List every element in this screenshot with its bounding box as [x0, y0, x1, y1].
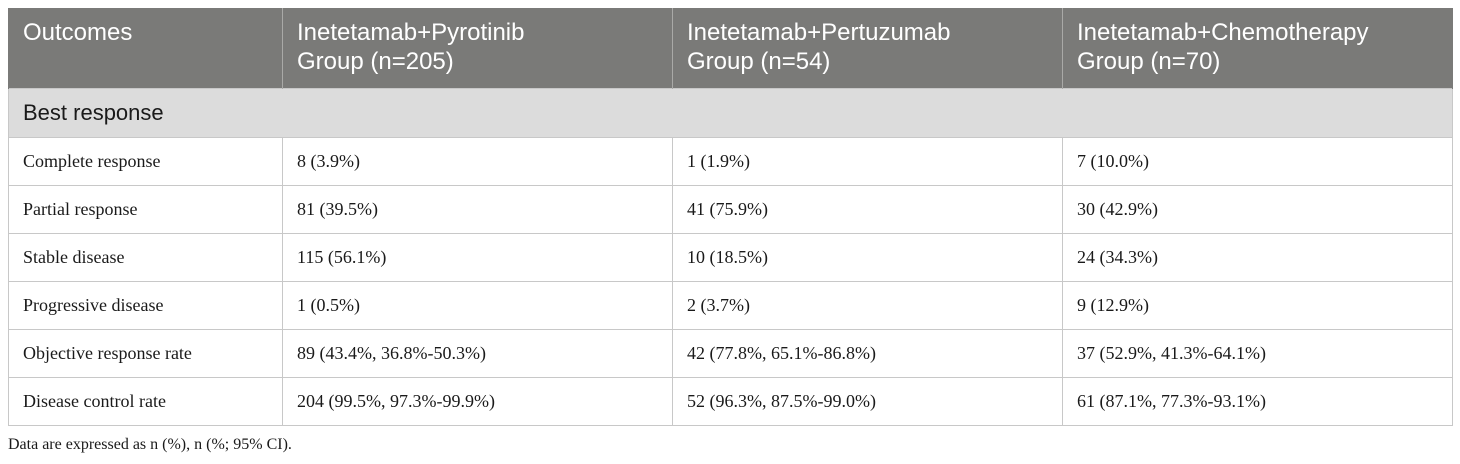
header-pyrotinib-line2: Group (n=205): [297, 48, 454, 75]
header-pyrotinib-group: Inetetamab+Pyrotinib Group (n=205): [282, 8, 673, 89]
header-pertuzumab-line1: Inetetamab+Pertuzumab: [687, 19, 951, 46]
table-row: Objective response rate 89 (43.4%, 36.8%…: [8, 329, 1453, 378]
row-label: Objective response rate: [8, 329, 283, 378]
header-pertuzumab-group: Inetetamab+Pertuzumab Group (n=54): [672, 8, 1063, 89]
table-cell: 52 (96.3%, 87.5%-99.0%): [672, 377, 1063, 426]
table-cell: 61 (87.1%, 77.3%-93.1%): [1062, 377, 1453, 426]
table-cell: 2 (3.7%): [672, 281, 1063, 330]
header-chemotherapy-group: Inetetamab+Chemotherapy Group (n=70): [1062, 8, 1453, 89]
section-label: Best response: [8, 88, 1453, 138]
table-row: Partial response 81 (39.5%) 41 (75.9%) 3…: [8, 185, 1453, 234]
header-chemotherapy-line2: Group (n=70): [1077, 48, 1221, 75]
table-cell: 24 (34.3%): [1062, 233, 1453, 282]
table-cell: 10 (18.5%): [672, 233, 1063, 282]
table-cell: 81 (39.5%): [282, 185, 673, 234]
table-cell: 1 (0.5%): [282, 281, 673, 330]
row-label: Disease control rate: [8, 377, 283, 426]
table-footnote: Data are expressed as n (%), n (%; 95% C…: [8, 436, 292, 453]
header-pertuzumab-line2: Group (n=54): [687, 48, 831, 75]
table-cell: 89 (43.4%, 36.8%-50.3%): [282, 329, 673, 378]
table-row: Complete response 8 (3.9%) 1 (1.9%) 7 (1…: [8, 137, 1453, 186]
table-cell: 37 (52.9%, 41.3%-64.1%): [1062, 329, 1453, 378]
outcomes-table-container: Outcomes Inetetamab+Pyrotinib Group (n=2…: [8, 8, 1453, 426]
table-cell: 8 (3.9%): [282, 137, 673, 186]
table-cell: 7 (10.0%): [1062, 137, 1453, 186]
table-row: Disease control rate 204 (99.5%, 97.3%-9…: [8, 377, 1453, 426]
table-cell: 204 (99.5%, 97.3%-99.9%): [282, 377, 673, 426]
table-cell: 1 (1.9%): [672, 137, 1063, 186]
table-cell: 41 (75.9%): [672, 185, 1063, 234]
header-outcomes-label: Outcomes: [23, 19, 133, 46]
row-label: Partial response: [8, 185, 283, 234]
row-label: Complete response: [8, 137, 283, 186]
header-chemotherapy-line1: Inetetamab+Chemotherapy: [1077, 19, 1369, 46]
header-outcomes: Outcomes: [8, 8, 283, 89]
table-cell: 42 (77.8%, 65.1%-86.8%): [672, 329, 1063, 378]
section-row-best-response: Best response: [8, 88, 1453, 138]
row-label: Stable disease: [8, 233, 283, 282]
header-pyrotinib-line1: Inetetamab+Pyrotinib: [297, 19, 525, 46]
row-label: Progressive disease: [8, 281, 283, 330]
table-cell: 30 (42.9%): [1062, 185, 1453, 234]
table-cell: 9 (12.9%): [1062, 281, 1453, 330]
table-row: Progressive disease 1 (0.5%) 2 (3.7%) 9 …: [8, 281, 1453, 330]
table-row: Stable disease 115 (56.1%) 10 (18.5%) 24…: [8, 233, 1453, 282]
header-row: Outcomes Inetetamab+Pyrotinib Group (n=2…: [8, 8, 1453, 89]
outcomes-table: Outcomes Inetetamab+Pyrotinib Group (n=2…: [8, 8, 1453, 426]
table-cell: 115 (56.1%): [282, 233, 673, 282]
